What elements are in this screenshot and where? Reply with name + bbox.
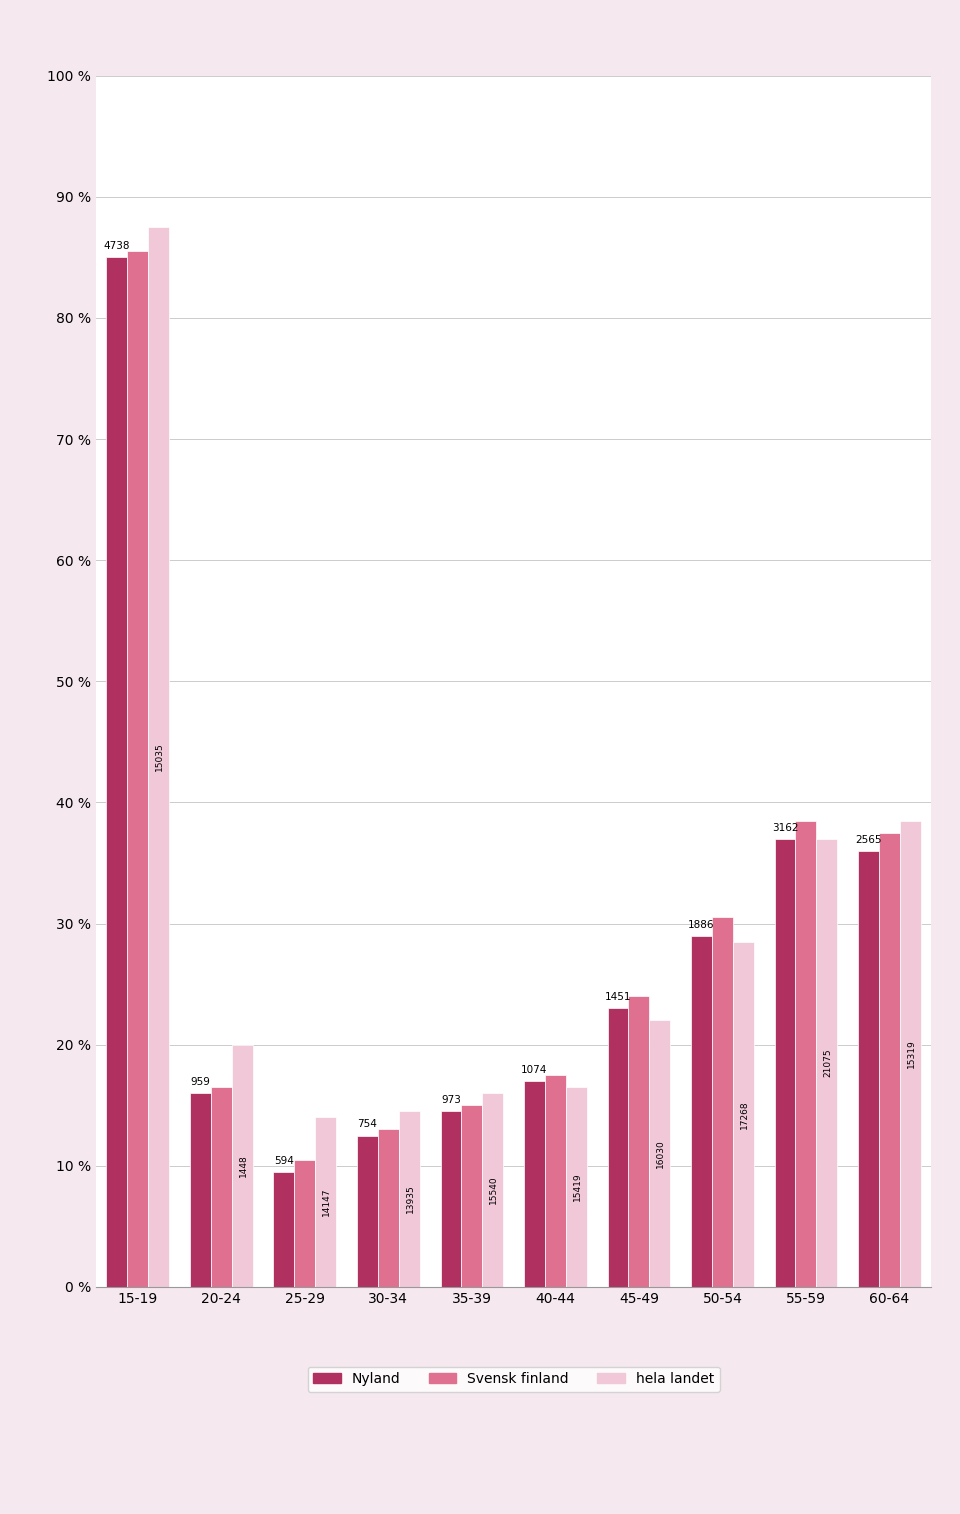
Text: 15035: 15035 xyxy=(155,743,164,771)
Text: 754: 754 xyxy=(357,1119,377,1129)
Bar xyxy=(148,227,169,1287)
Bar xyxy=(816,839,837,1287)
Bar xyxy=(691,936,712,1287)
Text: 594: 594 xyxy=(274,1155,294,1166)
Bar xyxy=(900,821,921,1287)
Text: 17268: 17268 xyxy=(739,1101,749,1128)
Text: 15319: 15319 xyxy=(906,1040,916,1067)
Bar xyxy=(462,1105,482,1287)
Text: 1886: 1886 xyxy=(688,919,715,930)
Text: 1074: 1074 xyxy=(521,1064,547,1075)
Bar xyxy=(858,851,879,1287)
Text: 15540: 15540 xyxy=(489,1176,498,1204)
Bar xyxy=(879,833,900,1287)
Bar xyxy=(482,1093,503,1287)
Bar xyxy=(565,1087,587,1287)
Bar xyxy=(274,1172,295,1287)
Bar xyxy=(231,1045,252,1287)
Bar xyxy=(190,1093,211,1287)
Bar xyxy=(315,1117,336,1287)
Bar xyxy=(357,1136,378,1287)
Bar xyxy=(524,1081,545,1287)
Bar xyxy=(378,1129,398,1287)
Text: 3162: 3162 xyxy=(772,822,799,833)
Bar xyxy=(398,1111,420,1287)
Text: 1451: 1451 xyxy=(605,992,632,1002)
Bar xyxy=(732,942,754,1287)
Bar xyxy=(608,1008,629,1287)
Text: 13935: 13935 xyxy=(405,1185,415,1213)
Bar xyxy=(211,1087,231,1287)
Text: 15419: 15419 xyxy=(572,1173,582,1201)
Bar xyxy=(649,1020,670,1287)
Text: 1448: 1448 xyxy=(238,1154,248,1178)
Text: 973: 973 xyxy=(441,1095,461,1105)
Text: 4738: 4738 xyxy=(104,241,131,251)
Bar xyxy=(775,839,796,1287)
Bar xyxy=(128,251,148,1287)
Text: 2565: 2565 xyxy=(855,834,882,845)
Bar xyxy=(107,257,128,1287)
Text: 959: 959 xyxy=(190,1076,210,1087)
Bar xyxy=(796,821,816,1287)
Text: 16030: 16030 xyxy=(656,1140,665,1167)
Text: 14147: 14147 xyxy=(322,1188,331,1216)
Bar xyxy=(712,917,732,1287)
Text: 21075: 21075 xyxy=(823,1049,832,1076)
Bar xyxy=(441,1111,462,1287)
Bar xyxy=(629,996,649,1287)
Bar xyxy=(295,1160,315,1287)
Bar xyxy=(545,1075,565,1287)
Legend: Nyland, Svensk finland, hela landet: Nyland, Svensk finland, hela landet xyxy=(307,1367,720,1391)
